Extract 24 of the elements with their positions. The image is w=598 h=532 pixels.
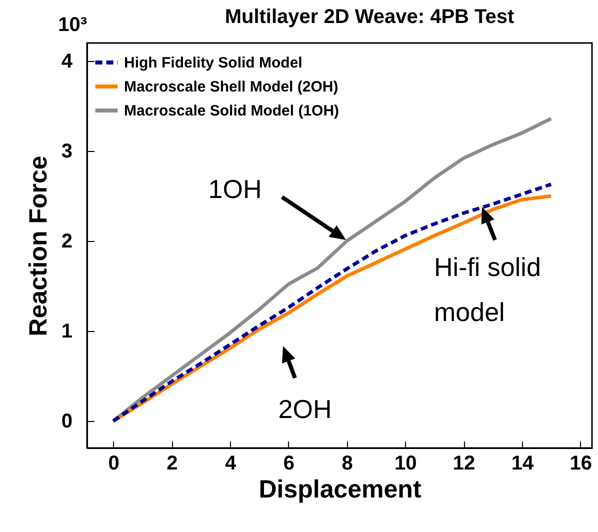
annotation: Hi-fi solid model: [434, 252, 541, 327]
y-tick-label: 1: [61, 320, 72, 342]
y-tick-label: 0: [61, 410, 72, 432]
x-tick-label: 2: [166, 452, 178, 474]
x-tick-label: 4: [224, 452, 237, 474]
x-tick-label: 0: [108, 452, 120, 474]
text: 10³: [58, 14, 88, 36]
y-tick-label: 4: [61, 50, 74, 72]
x-tick-label: 12: [452, 452, 476, 474]
x-tick-label: 14: [511, 452, 534, 474]
legend-label: Macroscale Solid Model (1OH): [124, 102, 340, 120]
y-axis-title: Reaction Force: [24, 156, 52, 336]
annotation: 1OH: [208, 174, 262, 204]
y-tick-label: 3: [61, 140, 72, 162]
x-tick-label: 10: [394, 452, 417, 474]
legend-label: High Fidelity Solid Model: [124, 54, 302, 72]
x-tick-label: 8: [342, 452, 353, 474]
annotation: 2OH: [278, 394, 332, 424]
x-tick-label: 6: [283, 452, 294, 474]
x-axis-title: Displacement: [258, 476, 422, 504]
chart-title: Multilayer 2D Weave: 4PB Test: [224, 6, 515, 28]
x-tick-label: 16: [570, 452, 592, 474]
legend-label: Macroscale Shell Model (2OH): [124, 78, 338, 96]
y-tick-label: 2: [61, 230, 72, 252]
